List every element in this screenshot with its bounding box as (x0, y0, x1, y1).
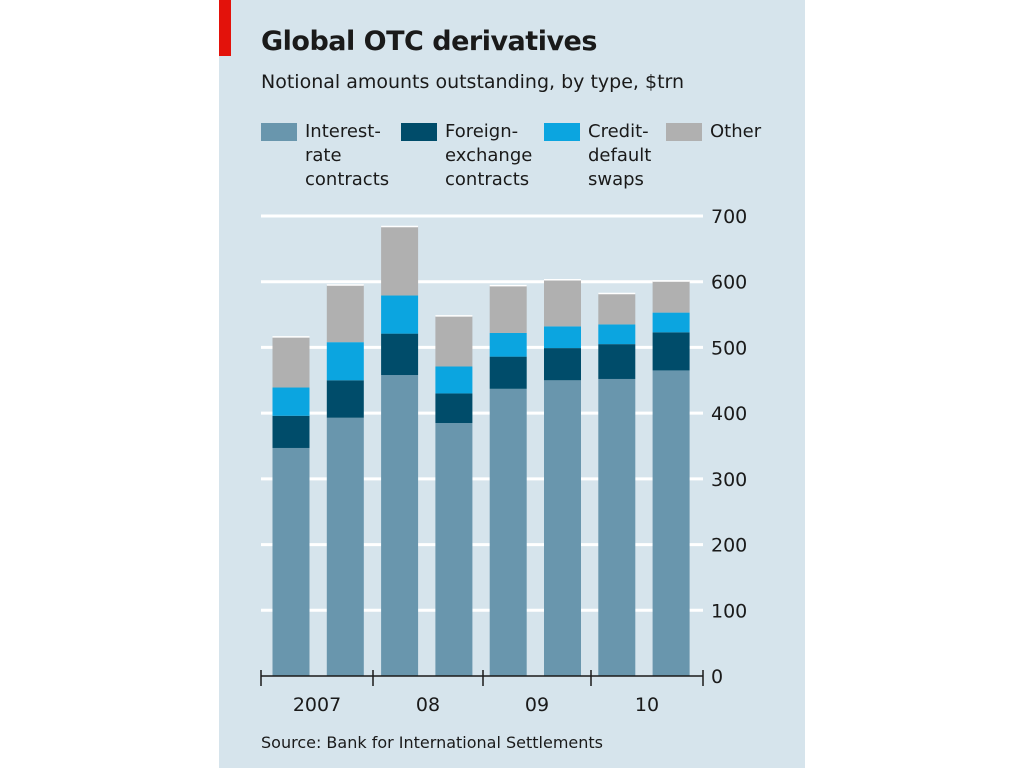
legend-swatch-other (666, 123, 702, 141)
chart-title: Global OTC derivatives (261, 26, 597, 57)
y-tick-label: 600 (711, 272, 747, 294)
bar-segment (598, 378, 636, 676)
bar-segment (544, 348, 581, 381)
legend-label-other: Other (710, 121, 762, 142)
legend: Interest- rate contracts Foreign- exchan… (261, 120, 801, 200)
x-tick-label: 09 (525, 694, 549, 716)
bar-segment (381, 375, 419, 676)
bar-segment (381, 333, 419, 376)
accent-bar (219, 0, 231, 56)
legend-swatch-foreign-exchange (401, 123, 437, 141)
legend-swatch-credit-default (544, 123, 580, 141)
chart-subtitle: Notional amounts outstanding, by type, $… (261, 71, 685, 93)
bar-segment (544, 279, 581, 327)
x-tick-label: 08 (416, 694, 440, 716)
y-tick-label: 700 (711, 206, 747, 228)
legend-item-foreign-exchange: Foreign- exchange contracts (401, 120, 532, 192)
legend-swatch-interest-rate (261, 123, 297, 141)
bar-segment (489, 356, 527, 389)
legend-label-foreign-exchange: Foreign- exchange contracts (445, 121, 533, 190)
bar-segment (652, 332, 690, 371)
y-tick-label: 0 (711, 666, 723, 688)
bar-segment (326, 380, 364, 418)
bar-segment (435, 315, 473, 367)
bar-segment (598, 324, 636, 345)
bar-segment (326, 417, 364, 676)
bar-segment (272, 447, 310, 676)
bar-segment (652, 312, 690, 333)
legend-item-other: Other (666, 120, 761, 144)
bar-segment (435, 423, 473, 676)
y-tick-label: 500 (711, 337, 747, 359)
x-tick-label: 2007 (293, 694, 341, 716)
bar-segment (326, 342, 364, 381)
bar-segment (652, 281, 690, 313)
bar-segment (544, 380, 581, 676)
bar-segment (381, 226, 419, 296)
bar-segment (598, 293, 636, 325)
legend-item-interest-rate: Interest- rate contracts (261, 120, 389, 192)
bar-segment (272, 387, 310, 416)
chart-card: Global OTC derivatives Notional amounts … (219, 0, 805, 768)
bar-segment (435, 393, 473, 423)
x-tick-label: 10 (635, 694, 659, 716)
source-note: Source: Bank for International Settlemen… (261, 733, 604, 752)
bar-segment (381, 295, 419, 334)
y-tick-label: 300 (711, 469, 747, 491)
plot-area: 0 100 200 300 400 500 600 700 2007 08 09 10 (260, 206, 747, 716)
bar-segment (652, 370, 690, 676)
legend-label-credit-default: Credit- default swaps (588, 121, 652, 190)
legend-item-credit-default: Credit- default swaps (544, 120, 651, 192)
bar-segment (435, 366, 473, 394)
y-tick-label: 200 (711, 535, 747, 557)
bar-segment (544, 326, 581, 349)
legend-label-interest-rate: Interest- rate contracts (305, 121, 390, 190)
bar-segment (326, 285, 364, 343)
bar-segment (598, 344, 636, 379)
bar-segment (272, 415, 310, 448)
bar-segment (489, 388, 527, 676)
bar-segment (272, 336, 310, 388)
bar-segment (489, 285, 527, 333)
y-tick-label: 100 (711, 600, 747, 622)
bar-segment (489, 332, 527, 357)
y-tick-label: 400 (711, 403, 747, 425)
